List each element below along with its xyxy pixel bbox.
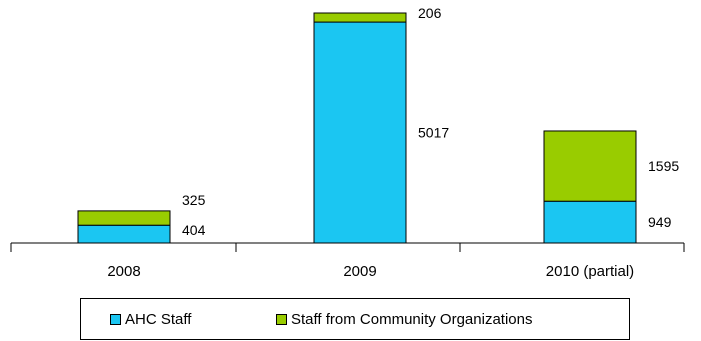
x-tick-label-1: 2009 bbox=[343, 263, 376, 280]
data-label-community-staff-0: 325 bbox=[182, 192, 206, 208]
bars-layer bbox=[77, 12, 637, 244]
data-label-ahc-staff-1: 5017 bbox=[418, 125, 449, 141]
bar-ahc-staff-2 bbox=[543, 200, 637, 244]
data-label-community-staff-1: 206 bbox=[418, 5, 442, 21]
x-tick-label-0: 2008 bbox=[107, 263, 140, 280]
legend-label-community-staff: Staff from Community Organizations bbox=[291, 311, 533, 328]
data-labels: 404 325 5017 206 949 1595 bbox=[182, 5, 679, 238]
x-tick-label-2: 2010 (partial) bbox=[546, 263, 634, 280]
data-label-community-staff-2: 1595 bbox=[648, 158, 679, 174]
bar-ahc-staff-1 bbox=[313, 21, 407, 244]
x-tick-labels: 2008 2009 2010 (partial) bbox=[107, 263, 634, 280]
legend-item-community-staff: Staff from Community Organizations bbox=[276, 311, 532, 328]
legend: AHC Staff Staff from Community Organizat… bbox=[80, 298, 630, 340]
data-label-ahc-staff-0: 404 bbox=[182, 222, 206, 238]
legend-label-ahc-staff: AHC Staff bbox=[125, 311, 192, 328]
bar-community-staff-0 bbox=[77, 210, 171, 226]
bar-community-staff-2 bbox=[543, 130, 637, 202]
bar-ahc-staff-0 bbox=[77, 224, 171, 244]
data-label-ahc-staff-2: 949 bbox=[648, 214, 672, 230]
legend-swatch-community-staff bbox=[276, 314, 287, 325]
legend-item-ahc-staff: AHC Staff bbox=[110, 311, 191, 328]
legend-swatch-ahc-staff bbox=[110, 314, 121, 325]
bar-community-staff-1 bbox=[313, 12, 407, 23]
